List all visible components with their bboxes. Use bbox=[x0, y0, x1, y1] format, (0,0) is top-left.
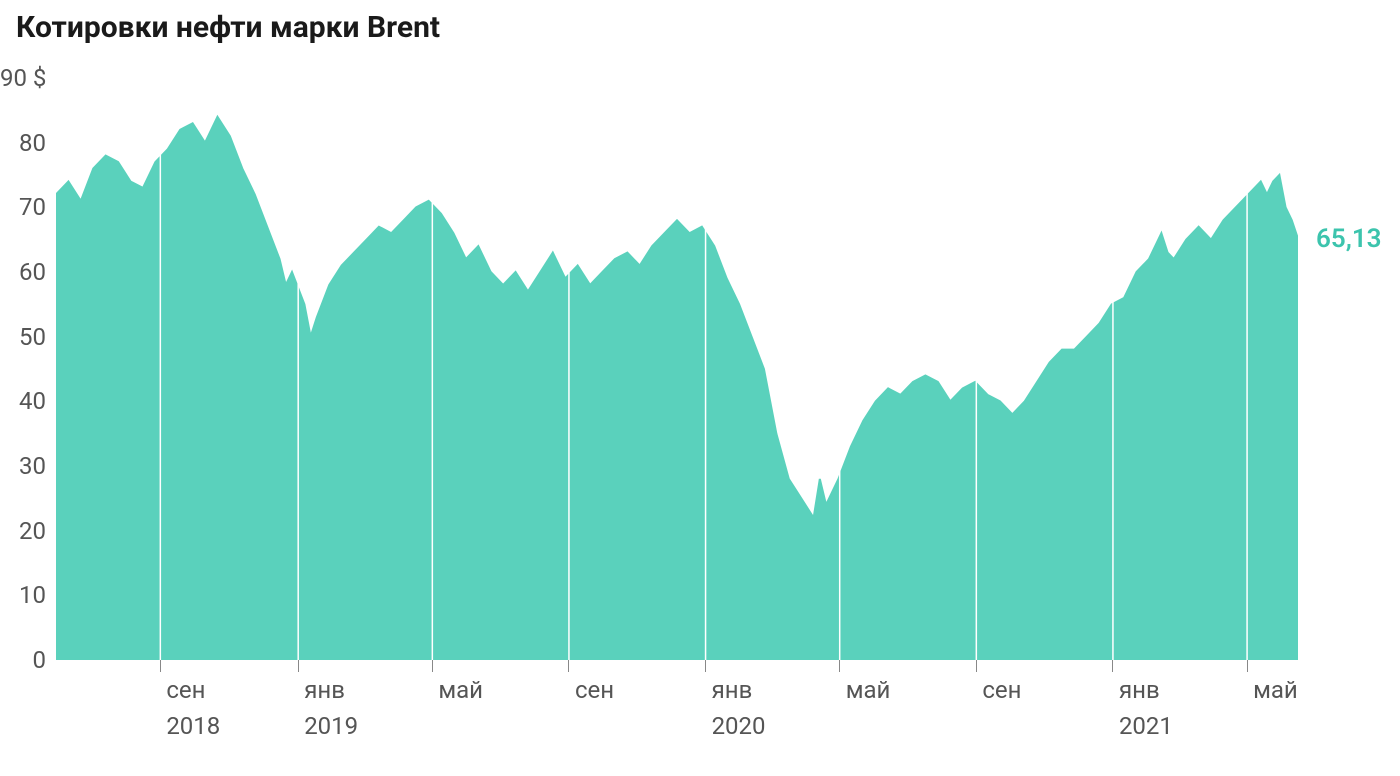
x-axis-year-label: 2019 bbox=[304, 712, 358, 740]
x-axis-year-label: 2020 bbox=[712, 712, 766, 740]
y-axis-label: 30 bbox=[0, 452, 46, 480]
area-chart-svg bbox=[56, 78, 1298, 660]
x-axis-month-label: сен bbox=[982, 676, 1021, 704]
y-axis-label: 90 $ bbox=[0, 64, 46, 92]
area-fill bbox=[56, 117, 1298, 660]
x-axis-month-label: май bbox=[1253, 676, 1298, 704]
x-tick-mark bbox=[160, 660, 161, 672]
y-axis-label: 70 bbox=[0, 193, 46, 221]
x-axis-month-label: янв bbox=[712, 676, 753, 704]
y-axis-label: 50 bbox=[0, 323, 46, 351]
x-axis-month-label: янв bbox=[304, 676, 345, 704]
x-tick-mark bbox=[568, 660, 569, 672]
x-tick-mark bbox=[298, 660, 299, 672]
chart-plot-area bbox=[56, 78, 1298, 660]
x-axis-month-label: сен bbox=[575, 676, 614, 704]
y-axis-label: 80 bbox=[0, 129, 46, 157]
y-axis-label: 60 bbox=[0, 258, 46, 286]
x-tick-mark bbox=[976, 660, 977, 672]
x-axis-month-label: май bbox=[438, 676, 483, 704]
x-axis-month-label: сен bbox=[166, 676, 205, 704]
y-axis-label: 10 bbox=[0, 581, 46, 609]
x-tick-mark bbox=[839, 660, 840, 672]
y-axis-label: 0 bbox=[0, 646, 46, 674]
x-axis-month-label: май bbox=[846, 676, 891, 704]
y-axis-label: 40 bbox=[0, 387, 46, 415]
y-axis-label: 20 bbox=[0, 517, 46, 545]
x-tick-mark bbox=[705, 660, 706, 672]
x-tick-mark bbox=[432, 660, 433, 672]
x-tick-mark bbox=[1247, 660, 1248, 672]
x-axis-month-label: янв bbox=[1119, 676, 1160, 704]
chart-container: Котировки нефти марки Brent 65,13 0 10 20 3… bbox=[0, 0, 1400, 776]
chart-title: Котировки нефти марки Brent bbox=[16, 10, 1400, 45]
x-tick-mark bbox=[1112, 660, 1113, 672]
last-value-label: 65,13 bbox=[1316, 224, 1382, 254]
x-axis-year-label: 2021 bbox=[1119, 712, 1173, 740]
x-axis-year-label: 2018 bbox=[166, 712, 220, 740]
